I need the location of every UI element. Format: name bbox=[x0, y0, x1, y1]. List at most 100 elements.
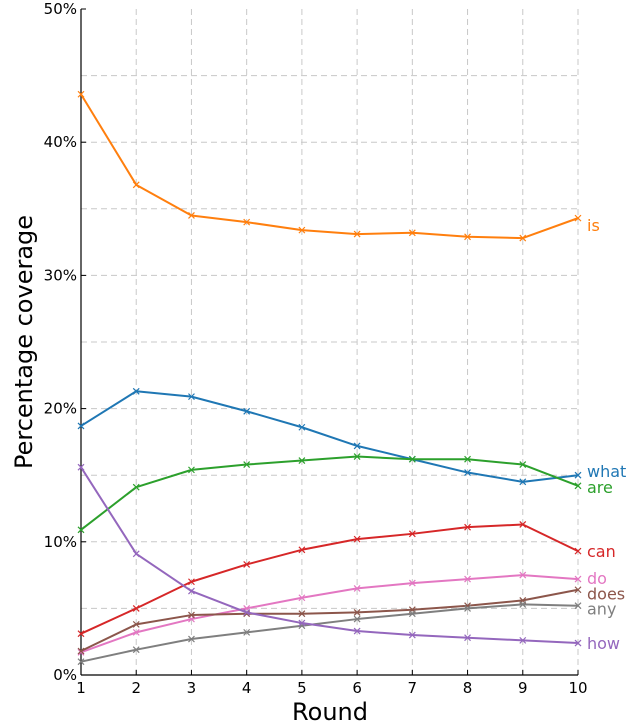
data-point-are bbox=[353, 453, 361, 460]
data-point-is bbox=[132, 181, 140, 189]
y-tick-label: 0% bbox=[53, 666, 77, 684]
x-tick-label: 7 bbox=[408, 679, 418, 697]
data-point-do bbox=[574, 575, 582, 583]
x-axis-title: Round bbox=[292, 698, 368, 726]
data-point-does bbox=[298, 610, 306, 618]
data-point-any bbox=[77, 658, 85, 666]
series-line-is bbox=[80, 93, 579, 240]
x-tick-label: 6 bbox=[352, 679, 362, 697]
data-point-any bbox=[519, 600, 527, 608]
y-tick-label: 50% bbox=[44, 0, 77, 18]
grid-lines bbox=[81, 9, 579, 675]
data-point-what bbox=[519, 478, 527, 486]
axes: 0% 10% 20% 30% 40% 50% 1 2 3 4 5 6 7 8 9 10 bbox=[44, 0, 588, 697]
series-label-does: does bbox=[587, 585, 625, 604]
data-point-is bbox=[77, 90, 85, 98]
data-point-any bbox=[464, 604, 471, 612]
data-point-any bbox=[353, 615, 361, 623]
data-point-are bbox=[519, 461, 527, 468]
series-label-are: are bbox=[587, 478, 613, 497]
data-point-how bbox=[353, 627, 361, 635]
data-point-can bbox=[132, 604, 140, 612]
data-point-do bbox=[464, 575, 471, 583]
data-point-can bbox=[408, 530, 416, 538]
data-point-are bbox=[574, 482, 582, 490]
data-point-how bbox=[77, 463, 85, 471]
data-point-do bbox=[298, 594, 306, 602]
data-point-what bbox=[298, 423, 306, 431]
data-point-are bbox=[298, 457, 306, 464]
series-label-do: do bbox=[587, 569, 607, 588]
data-point-is bbox=[188, 212, 195, 219]
data-point-are bbox=[408, 455, 416, 463]
y-tick-label: 40% bbox=[44, 133, 77, 151]
data-point-does bbox=[77, 647, 85, 655]
y-tick-label: 20% bbox=[44, 400, 77, 418]
data-point-any bbox=[408, 610, 416, 618]
data-point-how bbox=[188, 587, 195, 595]
data-point-how bbox=[464, 634, 471, 642]
series-line-does bbox=[80, 588, 579, 652]
data-point-does bbox=[353, 608, 361, 616]
data-point-what bbox=[188, 393, 195, 401]
data-point-how bbox=[519, 636, 527, 644]
data-point-does bbox=[574, 586, 582, 594]
y-tick-label: 30% bbox=[44, 266, 77, 284]
data-point-do bbox=[353, 584, 361, 592]
x-tick-label: 8 bbox=[463, 679, 473, 697]
data-point-do bbox=[519, 571, 527, 579]
data-point-is bbox=[408, 229, 416, 237]
series-line-any bbox=[80, 603, 579, 663]
x-tick-label: 5 bbox=[297, 679, 307, 697]
series-line-how bbox=[80, 466, 579, 645]
series-line-do bbox=[80, 574, 579, 654]
data-point-can bbox=[574, 547, 582, 555]
y-axis-title: Percentage coverage bbox=[10, 215, 38, 469]
data-point-is bbox=[353, 230, 361, 238]
data-point-what bbox=[464, 469, 471, 476]
data-point-are bbox=[77, 526, 85, 534]
series-line-what bbox=[80, 390, 579, 483]
data-point-are bbox=[188, 466, 195, 474]
series-line-can bbox=[80, 523, 579, 635]
x-tick-label: 1 bbox=[76, 679, 86, 697]
data-point-do bbox=[132, 628, 140, 636]
data-point-can bbox=[464, 523, 471, 531]
x-tick-label: 10 bbox=[568, 679, 587, 697]
data-point-does bbox=[132, 620, 140, 628]
data-point-can bbox=[353, 535, 361, 543]
data-point-how bbox=[243, 608, 251, 616]
data-point-can bbox=[77, 630, 85, 638]
x-tick-label: 9 bbox=[518, 679, 528, 697]
data-point-can bbox=[298, 546, 306, 554]
data-point-is bbox=[574, 214, 582, 222]
data-point-do bbox=[408, 579, 416, 587]
data-point-can bbox=[519, 521, 527, 528]
data-point-any bbox=[188, 635, 195, 643]
x-tick-label: 2 bbox=[131, 679, 141, 697]
y-tick-label: 10% bbox=[44, 533, 77, 551]
data-point-any bbox=[132, 646, 140, 654]
data-point-can bbox=[188, 578, 195, 586]
series-label-how: how bbox=[587, 634, 620, 653]
series-label-can: can bbox=[587, 542, 616, 561]
data-point-is bbox=[298, 226, 306, 234]
series-label-what: what bbox=[587, 462, 626, 481]
data-point-is bbox=[519, 234, 527, 242]
data-point-how bbox=[408, 631, 416, 639]
data-point-any bbox=[574, 602, 582, 610]
data-point-is bbox=[464, 233, 471, 241]
series-label-any: any bbox=[587, 599, 616, 618]
data-point-what bbox=[353, 442, 361, 450]
data-point-how bbox=[574, 639, 582, 647]
data-point-how bbox=[132, 550, 140, 558]
series-lines bbox=[77, 90, 582, 666]
data-point-are bbox=[132, 483, 140, 491]
data-point-what bbox=[574, 471, 582, 479]
data-point-any bbox=[243, 628, 251, 636]
series-line-are bbox=[80, 455, 579, 531]
data-point-does bbox=[188, 611, 195, 619]
data-point-what bbox=[132, 387, 140, 395]
